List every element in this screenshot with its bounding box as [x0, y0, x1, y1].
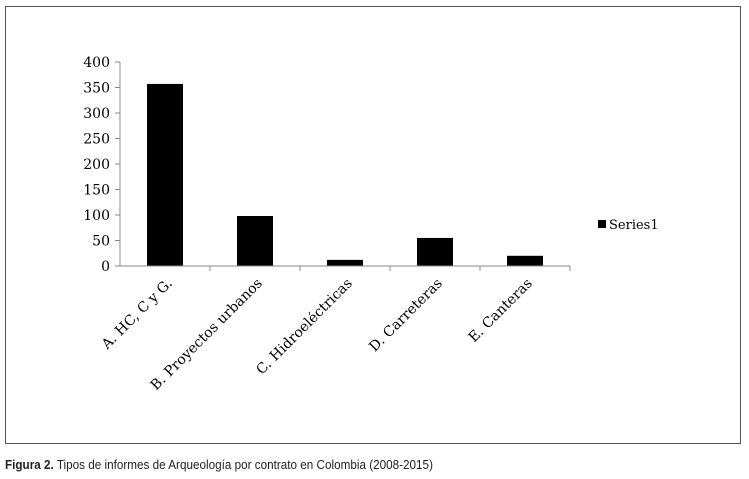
figure-caption: Figura 2. Tipos de informes de Arqueolog… [5, 457, 433, 472]
caption-label: Figura 2. [5, 457, 54, 472]
y-tick-label: 300 [83, 106, 110, 122]
bar-5 [507, 255, 543, 266]
y-tick-label: 250 [83, 132, 110, 148]
y-tick-label: 350 [83, 81, 110, 97]
x-tick-label-1: A. HC, C y G. [98, 276, 176, 354]
x-tick-label-5: E. Canteras [466, 276, 536, 346]
legend: Series1 [598, 218, 659, 233]
x-tick-label-4: D. Carreteras [366, 276, 446, 356]
y-tick-label: 150 [83, 183, 110, 199]
bar-1 [147, 83, 183, 267]
x-tick-label-3: C. Hidroeléctricas [253, 276, 355, 378]
chart-frame: 0 50 100 150 200 250 300 350 400 A. HC, C y G. B.… [5, 6, 741, 444]
y-tick-label: 100 [83, 208, 110, 224]
y-tick-label: 50 [92, 234, 110, 250]
legend-label-series1: Series1 [609, 218, 659, 233]
y-tick-label: 0 [101, 259, 110, 275]
legend-swatch [598, 220, 606, 228]
y-tick-label: 200 [83, 157, 110, 173]
bar-3 [327, 259, 363, 266]
caption-text: Tipos de informes de Arqueología por con… [56, 457, 433, 472]
bar-2 [237, 216, 273, 266]
bar-4 [417, 237, 453, 266]
y-tick-label: 400 [83, 55, 110, 71]
